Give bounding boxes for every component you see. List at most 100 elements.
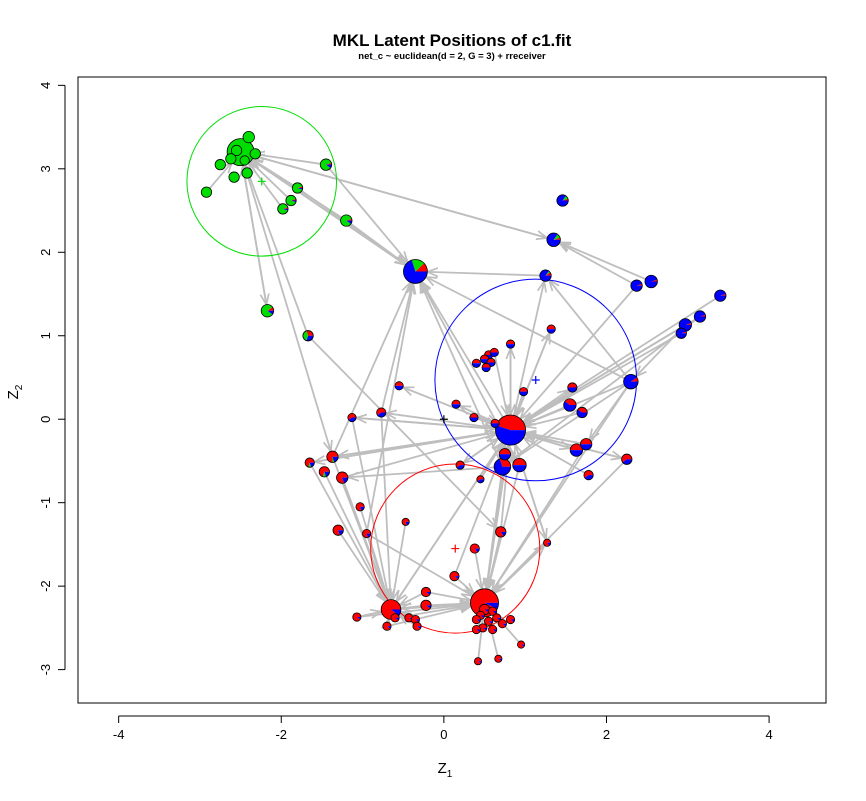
node-slice: [455, 460, 465, 468]
node: [583, 470, 594, 481]
edge-arrow: [209, 163, 231, 189]
node-slice: [539, 269, 552, 282]
node-slice: [228, 171, 240, 183]
cluster-red-circle: [370, 463, 541, 634]
node-slice: [469, 417, 479, 422]
node-slice: [451, 404, 461, 409]
node-slice: [499, 454, 511, 460]
node-slice: [319, 466, 330, 477]
y-axis-label-sub: 2: [14, 384, 25, 390]
node-outline: [242, 130, 255, 144]
node: [326, 450, 339, 463]
node-slice: [563, 401, 577, 412]
node-slice: [225, 153, 237, 164]
y-tick-label: 3: [38, 165, 53, 172]
node-outline: [469, 543, 480, 554]
chart-subtitle: net_c ~ euclidean(d = 2, G = 3) + rrecei…: [358, 51, 546, 62]
node-slice: [325, 162, 332, 165]
node-slice: [421, 587, 431, 597]
node-outline: [355, 502, 365, 512]
node-outline: [546, 324, 556, 334]
node-slice: [477, 479, 485, 483]
edge-arrow: [422, 283, 504, 418]
node: [401, 517, 410, 526]
node-outline: [304, 457, 315, 468]
node: [420, 586, 432, 598]
node: [352, 612, 362, 622]
node: [355, 502, 365, 512]
node-outline: [621, 453, 633, 465]
edge-arrow: [393, 525, 406, 598]
edge-arrow: [246, 166, 308, 332]
node-slice: [521, 644, 525, 647]
y-axis-label: Z2: [5, 384, 25, 399]
node-slice: [556, 194, 569, 207]
node: [473, 657, 483, 666]
edge-arrow: [311, 466, 386, 600]
node-slice: [567, 382, 578, 388]
node-outline: [630, 279, 643, 292]
node-slice: [472, 363, 481, 368]
cluster-green-center: [257, 177, 266, 186]
y-tick-label: 1: [38, 332, 53, 339]
y-tick-label: 2: [38, 249, 53, 256]
node-outline: [471, 358, 481, 368]
node: [347, 412, 357, 423]
x-tick-label: -4: [113, 727, 125, 742]
node: [488, 606, 498, 616]
node-outline: [675, 327, 687, 339]
edge-arrow: [241, 165, 266, 303]
node-slice: [322, 471, 326, 477]
node-outline: [556, 194, 569, 207]
edge-arrow: [515, 334, 549, 417]
edge-arrow: [301, 190, 405, 264]
node-slice: [243, 131, 255, 143]
node-slice: [386, 626, 392, 629]
node-outline: [569, 443, 584, 457]
node-outline: [476, 475, 485, 484]
node-slice: [402, 518, 410, 526]
node-outline: [492, 613, 502, 623]
node-outline: [484, 616, 494, 626]
node-slice: [250, 148, 261, 159]
node-outline: [319, 158, 333, 171]
node-slice: [332, 525, 344, 536]
node-slice: [297, 186, 303, 189]
node-slice: [506, 339, 515, 345]
node-outline: [623, 373, 639, 390]
node: [285, 194, 297, 207]
node-outline: [362, 529, 372, 539]
edge-arrow: [524, 298, 716, 422]
node-outline: [230, 144, 243, 157]
node-slice: [630, 279, 643, 292]
node-slice: [306, 330, 314, 336]
node: [451, 399, 461, 409]
node-slice: [490, 348, 499, 353]
node: [576, 406, 588, 419]
cluster-red-center: [451, 544, 460, 553]
node-slice: [403, 260, 428, 284]
edge-arrow: [521, 289, 634, 418]
node-outline: [412, 621, 422, 631]
chart-title: MKL Latent Positions of c1.fit: [333, 31, 572, 50]
edge-arrow: [516, 395, 523, 415]
node-slice: [478, 661, 482, 664]
node-outline: [382, 621, 392, 631]
node-slice: [476, 619, 481, 622]
node-slice: [651, 279, 658, 282]
edge-arrow: [524, 327, 681, 422]
node: [228, 171, 240, 183]
node-slice: [496, 414, 526, 431]
edge-arrow: [427, 277, 625, 380]
node-slice: [481, 363, 491, 368]
node-slice: [506, 615, 515, 624]
node-slice: [476, 475, 485, 482]
node-outline: [714, 289, 727, 302]
node-slice: [506, 344, 515, 349]
edge-arrow: [522, 391, 568, 423]
node: [543, 538, 552, 547]
x-tick-label: 2: [603, 727, 610, 742]
node-slice: [324, 471, 330, 477]
x-axis-label-main: Z: [438, 760, 447, 777]
